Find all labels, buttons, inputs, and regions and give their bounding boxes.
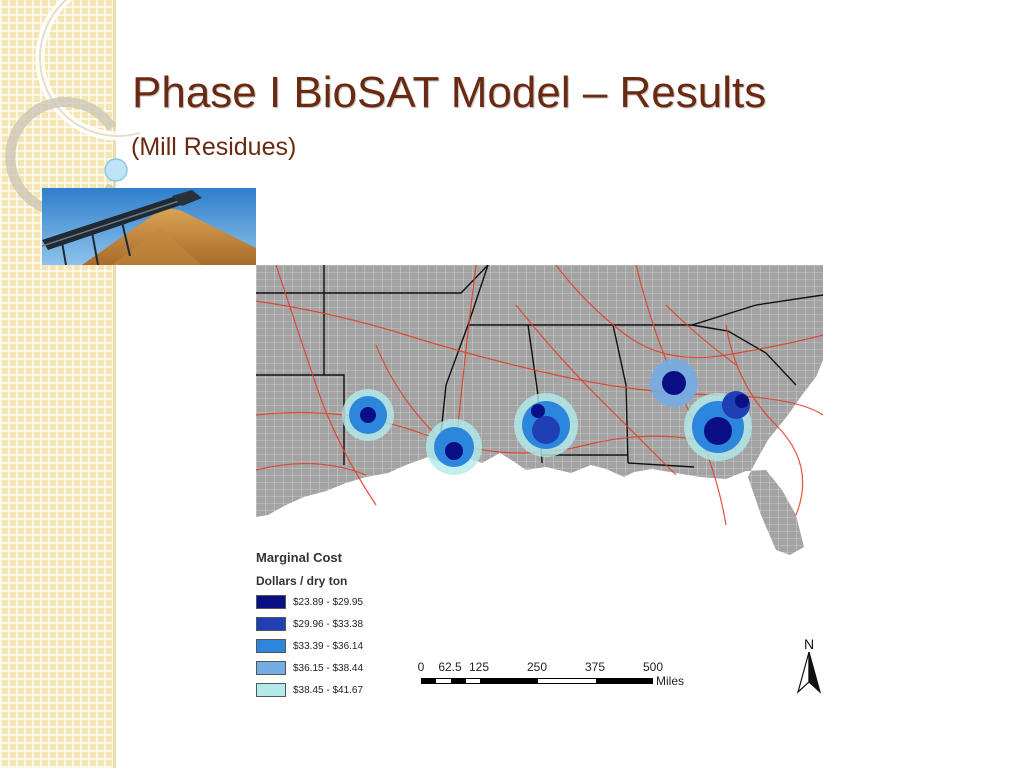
legend-title: Marginal Cost (256, 550, 342, 565)
north-arrow: N (795, 636, 823, 696)
legend-swatch (256, 683, 286, 697)
southeast-us-map (256, 265, 823, 555)
legend-units: Dollars / dry ton (256, 574, 348, 588)
legend-label: $29.96 - $33.38 (293, 618, 364, 630)
legend-swatch (256, 639, 286, 653)
scale-tick-label: 250 (526, 660, 548, 674)
legend-label: $33.39 - $36.14 (293, 640, 364, 652)
legend-swatch (256, 617, 286, 631)
interstate-highways (256, 265, 823, 526)
side-strip-edge (113, 0, 116, 768)
legend-item: $23.89 - $29.95 (256, 594, 363, 610)
north-label: N (804, 636, 815, 652)
scale-tick-label: 375 (584, 660, 606, 674)
slide-subtitle: (Mill Residues) (131, 133, 297, 161)
scale-tick-label: 62.5 (438, 660, 462, 674)
legend-item: $33.39 - $36.14 (256, 638, 363, 654)
legend-label: $38.45 - $41.67 (293, 684, 364, 696)
marginal-cost-clusters (342, 359, 752, 475)
mill-residue-conveyor-photo (42, 188, 256, 265)
legend-label: $36.15 - $38.44 (293, 662, 364, 674)
legend-item: $36.15 - $38.44 (256, 660, 363, 676)
scale-tick-label: 0 (417, 660, 425, 674)
legend-label: $23.89 - $29.95 (293, 596, 364, 608)
legend-swatch (256, 661, 286, 675)
legend-item: $29.96 - $33.38 (256, 616, 363, 632)
legend-swatch (256, 595, 286, 609)
legend-item: $38.45 - $41.67 (256, 682, 363, 698)
scale-tick-label: 500 (642, 660, 664, 674)
north-arrow-icon (796, 652, 822, 694)
scale-bar: 0 62.5 125 250 375 500 Miles (415, 660, 684, 700)
slide-title: Phase I BioSAT Model – Results (132, 68, 767, 117)
scale-bar-graphic (421, 678, 653, 684)
scale-unit-label: Miles (656, 674, 685, 688)
scale-tick-label: 125 (468, 660, 490, 674)
